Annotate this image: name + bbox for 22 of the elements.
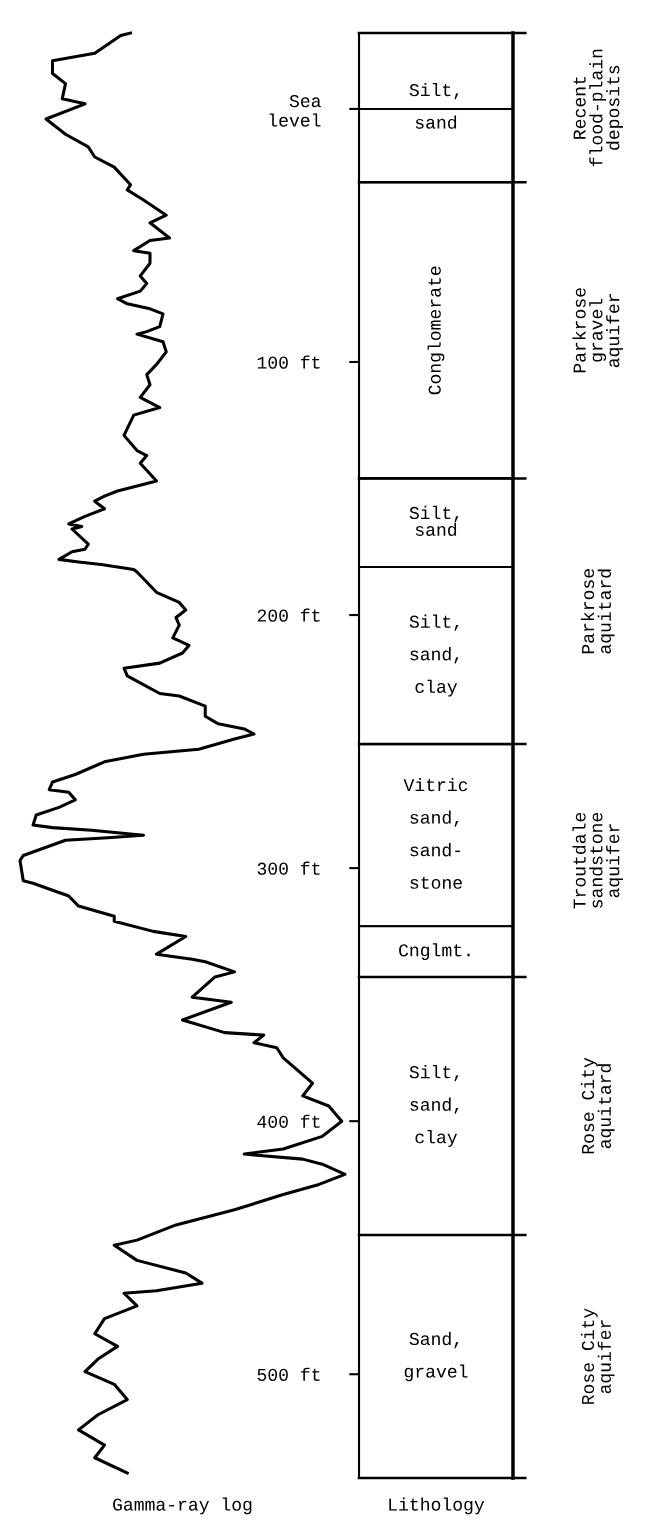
y-tick-label: 200 ft (257, 608, 320, 622)
series-label: Conglomerate (427, 266, 445, 395)
series-label: Silt, sand (409, 505, 459, 536)
y-tick-label: Sea level (269, 94, 321, 127)
text: Recent flood-plain deposits (573, 49, 623, 167)
series-label: Silt, sand, clay (409, 614, 459, 697)
y-tick-label: 400 ft (257, 1114, 320, 1128)
text: Rose City aquitard (580, 1057, 615, 1154)
text: Parkrose aquitard (580, 569, 615, 654)
text: Rose City aquifer (580, 1308, 615, 1404)
series-label: Silt, sand, clay (409, 1065, 459, 1147)
series-label: Vitric sand, sand- stone (403, 778, 468, 889)
series-label: Sand, gravel (404, 1331, 468, 1382)
x-axis-title: Gamma-ray log (113, 1497, 252, 1515)
y-tick-label: 100 ft (257, 355, 320, 369)
x-axis-title: Lithology (389, 1497, 485, 1515)
series-label: Cnglmt. (399, 943, 470, 961)
y-tick-label: 300 ft (257, 861, 320, 875)
y-tick-label: 500 ft (257, 1367, 320, 1381)
text: Troutdale sandstone aquifer (572, 812, 623, 909)
text: Parkrose gravel aquifer (572, 288, 623, 373)
series-label: Silt, sand (409, 82, 459, 129)
